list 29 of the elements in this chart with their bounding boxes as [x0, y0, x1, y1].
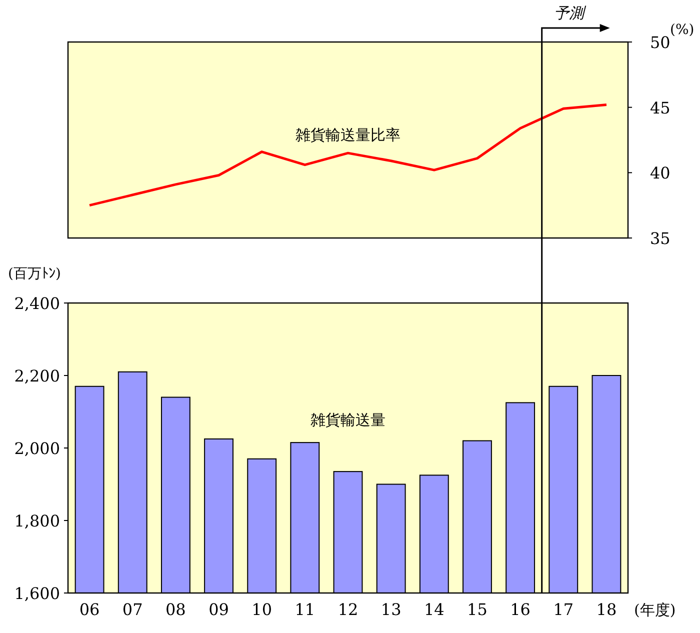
x-tick-label: 11 [294, 600, 316, 619]
x-tick-label: 12 [338, 600, 358, 619]
y-tick-label: 50 [650, 33, 670, 52]
x-tick-label: 18 [596, 600, 617, 619]
y-tick-label: 40 [650, 164, 670, 183]
y-tick-label: 45 [650, 98, 670, 118]
y-tick-label: 2,400 [14, 294, 60, 313]
series-label: 雑貨輸送量 [310, 410, 386, 429]
x-tick-label: 08 [166, 600, 186, 619]
x-tick-label: 06 [79, 600, 100, 619]
y-tick-label: 2,200 [14, 366, 60, 386]
y-axis-title: (百万ﾄﾝ) [8, 266, 61, 282]
y-tick-label: 1,800 [14, 512, 60, 530]
x-tick-label: 14 [424, 600, 444, 619]
y-tick-label: 1,600 [14, 584, 60, 603]
x-axis-title: (年度) [634, 601, 676, 619]
text: 予測 [554, 4, 587, 22]
x-tick-label: 10 [252, 600, 272, 619]
y-tick-label: 35 [650, 229, 670, 248]
x-tick-label: 09 [208, 600, 229, 619]
x-tick-label: 16 [510, 600, 530, 619]
x-tick-label: 17 [553, 600, 574, 619]
line-series [88, 103, 608, 207]
y-axis-title: (%) [670, 22, 694, 38]
x-tick-label: 15 [467, 600, 488, 619]
y-tick-label: 2,000 [14, 439, 60, 458]
series-label: 雑貨輸送量比率 [296, 126, 400, 144]
x-tick-label: 07 [122, 600, 143, 619]
x-tick-label: 13 [380, 600, 402, 619]
